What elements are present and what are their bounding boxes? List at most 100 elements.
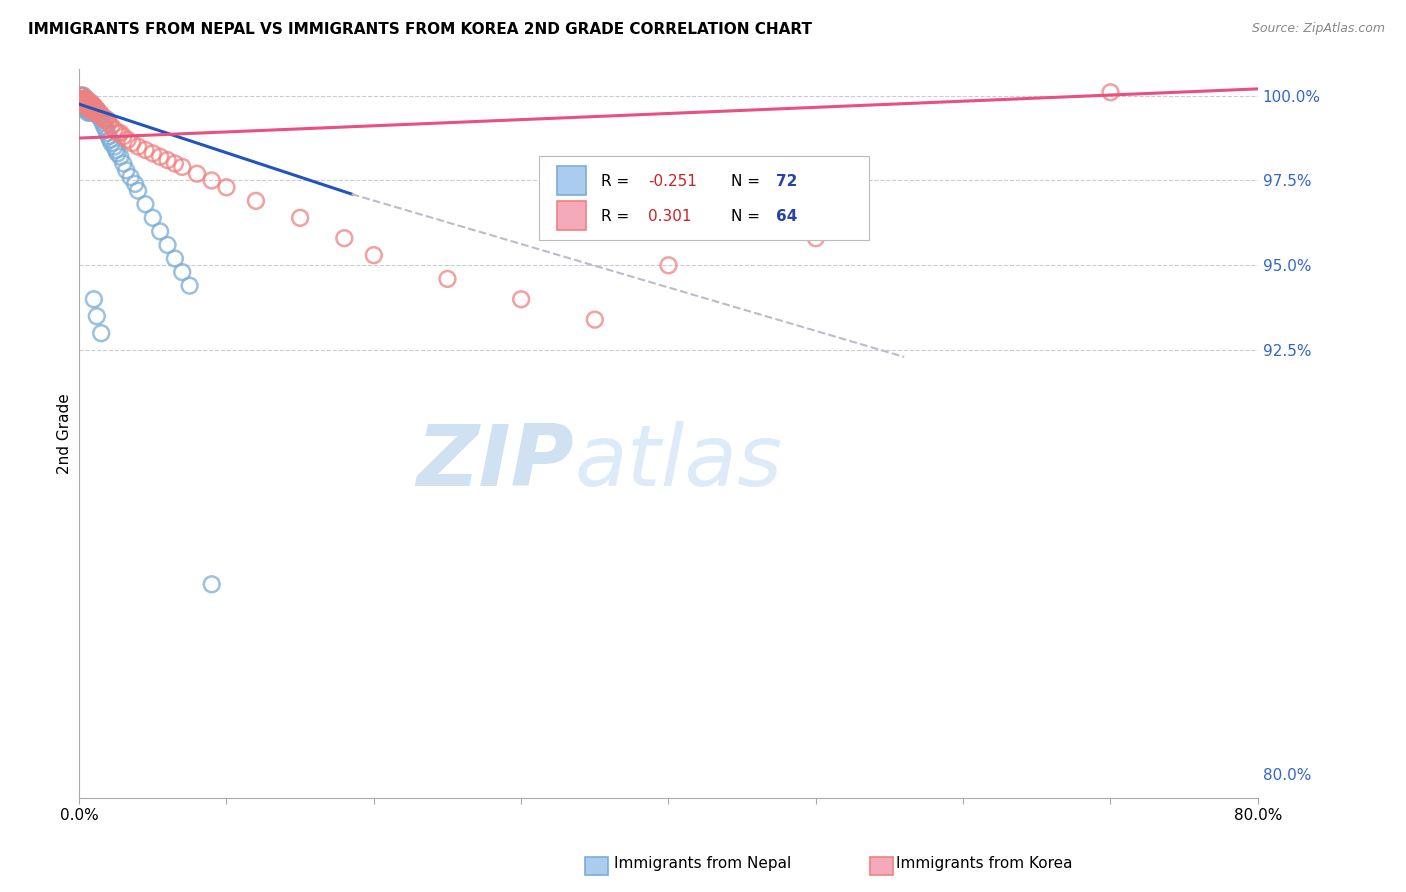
Point bbox=[76, 92, 98, 106]
Point bbox=[1099, 85, 1122, 99]
Point bbox=[91, 116, 114, 130]
Point bbox=[87, 105, 110, 120]
Point bbox=[80, 99, 103, 113]
Point bbox=[149, 224, 172, 238]
Point bbox=[112, 129, 135, 144]
Point bbox=[73, 92, 96, 106]
Point bbox=[100, 136, 122, 151]
Point bbox=[82, 102, 104, 116]
Point bbox=[83, 105, 105, 120]
Point bbox=[72, 95, 94, 110]
FancyBboxPatch shape bbox=[870, 857, 893, 875]
Point bbox=[70, 92, 93, 106]
Point bbox=[79, 99, 101, 113]
Point bbox=[79, 95, 101, 110]
Point bbox=[112, 156, 135, 170]
Point bbox=[363, 248, 385, 262]
Point bbox=[83, 292, 105, 306]
Text: 72: 72 bbox=[776, 174, 797, 189]
Point bbox=[73, 95, 96, 110]
Text: R =: R = bbox=[602, 174, 634, 189]
Point bbox=[72, 92, 94, 106]
Point bbox=[86, 105, 108, 120]
Point bbox=[79, 102, 101, 116]
Point bbox=[107, 126, 129, 140]
Text: Source: ZipAtlas.com: Source: ZipAtlas.com bbox=[1251, 22, 1385, 36]
Point bbox=[94, 122, 117, 136]
Point bbox=[79, 95, 101, 110]
Point bbox=[83, 105, 105, 120]
Point bbox=[127, 139, 149, 153]
Point bbox=[156, 238, 179, 252]
Point bbox=[76, 102, 98, 116]
Point bbox=[96, 112, 118, 127]
Point bbox=[90, 109, 112, 123]
Point bbox=[436, 272, 458, 286]
Point bbox=[100, 119, 122, 133]
Text: 0.301: 0.301 bbox=[648, 209, 692, 224]
Point bbox=[110, 126, 132, 140]
Point bbox=[110, 150, 132, 164]
Point bbox=[97, 129, 120, 144]
Point bbox=[86, 102, 108, 116]
Point bbox=[149, 150, 172, 164]
Point bbox=[70, 92, 93, 106]
Point bbox=[172, 265, 194, 279]
Point bbox=[84, 105, 107, 120]
Point bbox=[142, 146, 165, 161]
Point bbox=[77, 99, 100, 113]
Point bbox=[77, 95, 100, 110]
Point bbox=[72, 99, 94, 113]
Point bbox=[142, 211, 165, 225]
Point bbox=[121, 136, 143, 151]
Point bbox=[124, 177, 146, 191]
Point bbox=[72, 92, 94, 106]
Point bbox=[76, 95, 98, 110]
Point bbox=[84, 102, 107, 116]
Point bbox=[82, 99, 104, 113]
Point bbox=[288, 211, 311, 225]
Point bbox=[73, 92, 96, 106]
Point bbox=[70, 88, 93, 103]
Point bbox=[86, 102, 108, 116]
Point bbox=[87, 105, 110, 120]
Point bbox=[333, 231, 356, 245]
Point bbox=[86, 310, 108, 324]
Point bbox=[120, 170, 142, 185]
Point bbox=[72, 88, 94, 103]
FancyBboxPatch shape bbox=[538, 156, 869, 240]
Text: N =: N = bbox=[731, 174, 765, 189]
Point bbox=[87, 109, 110, 123]
Point bbox=[79, 99, 101, 113]
FancyBboxPatch shape bbox=[557, 166, 586, 194]
Point bbox=[69, 92, 91, 106]
Point bbox=[82, 105, 104, 120]
Point bbox=[72, 99, 94, 113]
Text: -0.251: -0.251 bbox=[648, 174, 697, 189]
Point bbox=[98, 133, 121, 147]
Point bbox=[172, 160, 194, 174]
Point bbox=[90, 326, 112, 341]
Point bbox=[215, 180, 238, 194]
Point bbox=[69, 88, 91, 103]
Point bbox=[72, 102, 94, 116]
Point bbox=[80, 105, 103, 120]
Point bbox=[77, 95, 100, 110]
Point bbox=[115, 163, 138, 178]
Point bbox=[69, 92, 91, 106]
Point bbox=[73, 95, 96, 110]
Point bbox=[76, 99, 98, 113]
Point bbox=[90, 112, 112, 127]
Point bbox=[117, 133, 139, 147]
Point bbox=[134, 197, 156, 211]
Point bbox=[70, 95, 93, 110]
Text: atlas: atlas bbox=[574, 421, 782, 504]
Point bbox=[84, 102, 107, 116]
Point bbox=[134, 143, 156, 157]
Point bbox=[91, 109, 114, 123]
Text: ZIP: ZIP bbox=[416, 421, 574, 504]
FancyBboxPatch shape bbox=[585, 857, 607, 875]
Point bbox=[73, 99, 96, 113]
Point bbox=[93, 112, 115, 127]
Point bbox=[77, 102, 100, 116]
